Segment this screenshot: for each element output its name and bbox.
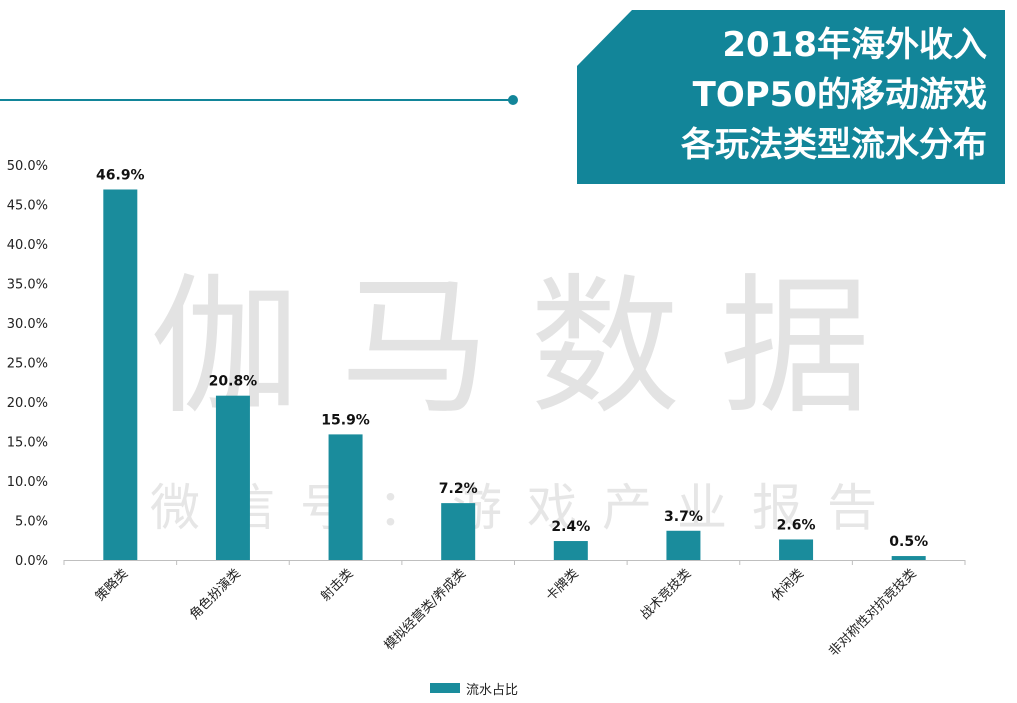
title-line-3: 各玩法类型流水分布 [681, 125, 987, 165]
title-banner: 2018年海外收入 TOP50的移动游戏 各玩法类型流水分布 [0, 0, 1017, 190]
y-tick-label: 5.0% [15, 515, 48, 530]
legend: 流水占比 [430, 679, 519, 698]
bar [553, 541, 588, 560]
x-tick-label: 非对称性对抗竞技类 [825, 566, 919, 660]
legend-label: 流水占比 [466, 682, 519, 698]
data-label: 2.4% [551, 519, 590, 535]
x-tick-label: 休闲类 [769, 566, 807, 604]
data-label: 15.9% [321, 412, 370, 428]
y-axis: 0.0% 5.0% 10.0% 15.0% 20.0% 25.0% 30.0% 35.0% 40… [7, 159, 48, 569]
y-tick-label: 30.0% [7, 317, 48, 332]
y-tick-label: 40.0% [7, 238, 48, 253]
x-tick-label: 模拟经营类/养成类 [381, 566, 469, 654]
x-tick-label: 策略类 [92, 566, 131, 605]
bar [441, 503, 476, 560]
y-tick-label: 0.0% [15, 554, 48, 569]
y-tick-label: 20.0% [7, 396, 48, 411]
x-tick-label: 战术竞技类 [637, 566, 694, 623]
bar [666, 530, 701, 560]
data-label: 2.6% [777, 517, 816, 533]
y-tick-label: 35.0% [7, 278, 48, 293]
bar-chart: 0.0% 5.0% 10.0% 15.0% 20.0% 25.0% 30.0% 35.0% 40… [7, 159, 966, 660]
data-label: 0.5% [889, 534, 928, 550]
x-axis: 策略类 角色扮演类 射击类 模拟经营类/养成类 卡牌类 战术竞技类 休闲类 非对称性对抗竞技类 [63, 560, 966, 660]
bar [215, 395, 250, 560]
data-label: 46.9% [96, 167, 145, 183]
bar [103, 189, 138, 561]
bar [328, 434, 363, 560]
x-tick-label: 卡牌类 [543, 566, 582, 605]
y-tick-label: 10.0% [7, 475, 48, 490]
y-tick-label: 15.0% [7, 436, 48, 451]
legend-swatch [430, 683, 460, 693]
y-tick-label: 25.0% [7, 357, 48, 372]
y-tick-label: 50.0% [7, 159, 48, 174]
data-label: 20.8% [209, 374, 258, 390]
y-tick-label: 45.0% [7, 199, 48, 214]
data-label: 7.2% [439, 481, 478, 497]
data-label: 3.7% [664, 509, 703, 525]
title-line-1: 2018年海外收入 [722, 25, 987, 65]
bar [891, 556, 926, 560]
x-tick-label: 射击类 [317, 566, 356, 605]
title-rule-dot [508, 95, 518, 105]
title-line-2: TOP50的移动游戏 [692, 75, 987, 115]
title-background [577, 10, 1005, 184]
bars: 46.9% 20.8% 15.9% 7.2% 2.4% 3.7% 2.6% 0.5% [96, 167, 928, 561]
bar [779, 539, 814, 560]
x-tick-label: 角色扮演类 [186, 566, 243, 623]
